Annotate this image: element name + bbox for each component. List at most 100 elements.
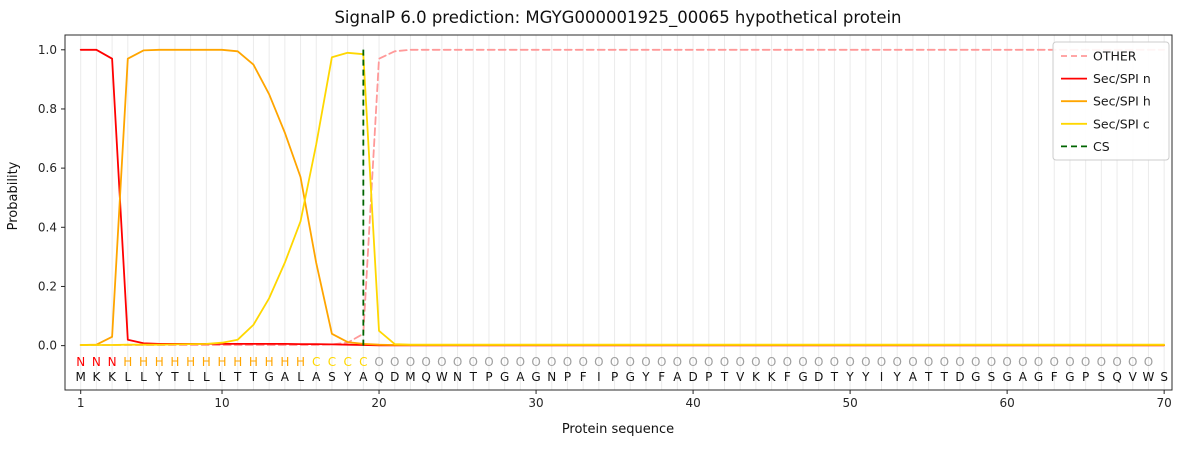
region-label: N (108, 355, 117, 369)
legend-label: Sec/SPI c (1093, 116, 1150, 131)
region-label: H (139, 355, 148, 369)
residue-letter: S (988, 370, 996, 384)
residue-letter: F (580, 370, 587, 384)
region-label: C (343, 355, 351, 369)
region-label: O (1018, 355, 1027, 369)
plot-area: 0.00.20.40.60.81.01 10 20 30 40 50 60 70N N N H H H H… (38, 34, 1173, 410)
residue-letter: S (328, 370, 336, 384)
region-label: C (328, 355, 336, 369)
region-label: O (877, 355, 886, 369)
residue-letter: P (611, 370, 618, 384)
residue-letter: T (830, 370, 839, 384)
x-tick-label: 70 (1157, 396, 1172, 410)
region-label: O (1128, 355, 1137, 369)
region-label: O (1065, 355, 1074, 369)
region-label: O (500, 355, 509, 369)
region-label: O (688, 355, 697, 369)
region-label: O (578, 355, 587, 369)
region-label: O (626, 355, 635, 369)
residue-letter: S (1098, 370, 1106, 384)
x-tick-label: 40 (685, 396, 700, 410)
residue-letter: G (971, 370, 980, 384)
region-label: O (767, 355, 776, 369)
y-tick-label: 0.0 (38, 339, 57, 353)
series-line-sec-spi-c (79, 51, 1165, 346)
residue-letter: D (390, 370, 399, 384)
region-label: O (531, 355, 540, 369)
residue-letter: G (1034, 370, 1043, 384)
x-tick-label: 30 (528, 396, 543, 410)
residue-letter: F (784, 370, 791, 384)
residue-letter: Y (343, 370, 352, 384)
residue-letter: T (233, 370, 242, 384)
residue-letter: G (500, 370, 509, 384)
x-tick-label: 50 (842, 396, 857, 410)
residue-letter: I (880, 370, 884, 384)
residue-letter: Y (893, 370, 902, 384)
legend-label: OTHER (1093, 49, 1137, 64)
residue-letter: P (485, 370, 492, 384)
region-label: O (830, 355, 839, 369)
residue-letter: D (688, 370, 697, 384)
region-label: O (516, 355, 525, 369)
region-label: O (610, 355, 619, 369)
legend-box (1052, 41, 1170, 161)
x-axis-title: Protein sequence (562, 422, 674, 437)
y-tick-label: 0.2 (38, 279, 57, 293)
region-label: O (814, 355, 823, 369)
region-label: O (563, 355, 572, 369)
residue-letter: A (359, 370, 368, 384)
y-tick-label: 0.8 (38, 102, 57, 116)
residue-letter: G (1002, 370, 1011, 384)
residue-letter: A (312, 370, 321, 384)
residue-letter: K (768, 370, 777, 384)
region-label: O (908, 355, 917, 369)
region-label: O (892, 355, 901, 369)
region-label: H (155, 355, 164, 369)
residue-letter: K (108, 370, 117, 384)
region-label: O (641, 355, 650, 369)
region-label: O (673, 355, 682, 369)
residue-letter: G (1065, 370, 1074, 384)
legend-label: CS (1093, 139, 1110, 154)
residue-letter: A (516, 370, 525, 384)
legend-label: Sec/SPI h (1093, 94, 1151, 109)
region-label: O (453, 355, 462, 369)
region-label: C (312, 355, 320, 369)
region-label: H (265, 355, 274, 369)
region-label: H (123, 355, 132, 369)
legend: OTHER Sec/SPI n Sec/SPI h Sec/SPI c CS (1052, 41, 1170, 161)
residue-letter: N (547, 370, 556, 384)
residue-letter: N (453, 370, 462, 384)
region-label: O (1144, 355, 1153, 369)
region-label: O (657, 355, 666, 369)
residue-letter: G (626, 370, 635, 384)
region-label: H (202, 355, 211, 369)
region-label: H (218, 355, 227, 369)
residue-letter: D (814, 370, 823, 384)
region-label: O (704, 355, 713, 369)
residue-letter: V (736, 370, 745, 384)
residue-letter: M (76, 370, 86, 384)
region-label: O (783, 355, 792, 369)
region-label: H (249, 355, 258, 369)
region-label: O (971, 355, 980, 369)
residue-letter: Y (155, 370, 164, 384)
residue-letter: Q (374, 370, 383, 384)
region-label: O (547, 355, 556, 369)
region-label: O (924, 355, 933, 369)
residue-letter: G (798, 370, 807, 384)
y-tick-label: 1.0 (38, 43, 57, 57)
region-label: O (1112, 355, 1121, 369)
residue-letter: T (249, 370, 258, 384)
region-label: O (987, 355, 996, 369)
residue-letter: Y (861, 370, 870, 384)
region-label: O (437, 355, 446, 369)
region-label: O (1097, 355, 1106, 369)
residue-letter: G (531, 370, 540, 384)
region-label: H (186, 355, 195, 369)
region-label: O (1081, 355, 1090, 369)
residue-letter: A (673, 370, 682, 384)
